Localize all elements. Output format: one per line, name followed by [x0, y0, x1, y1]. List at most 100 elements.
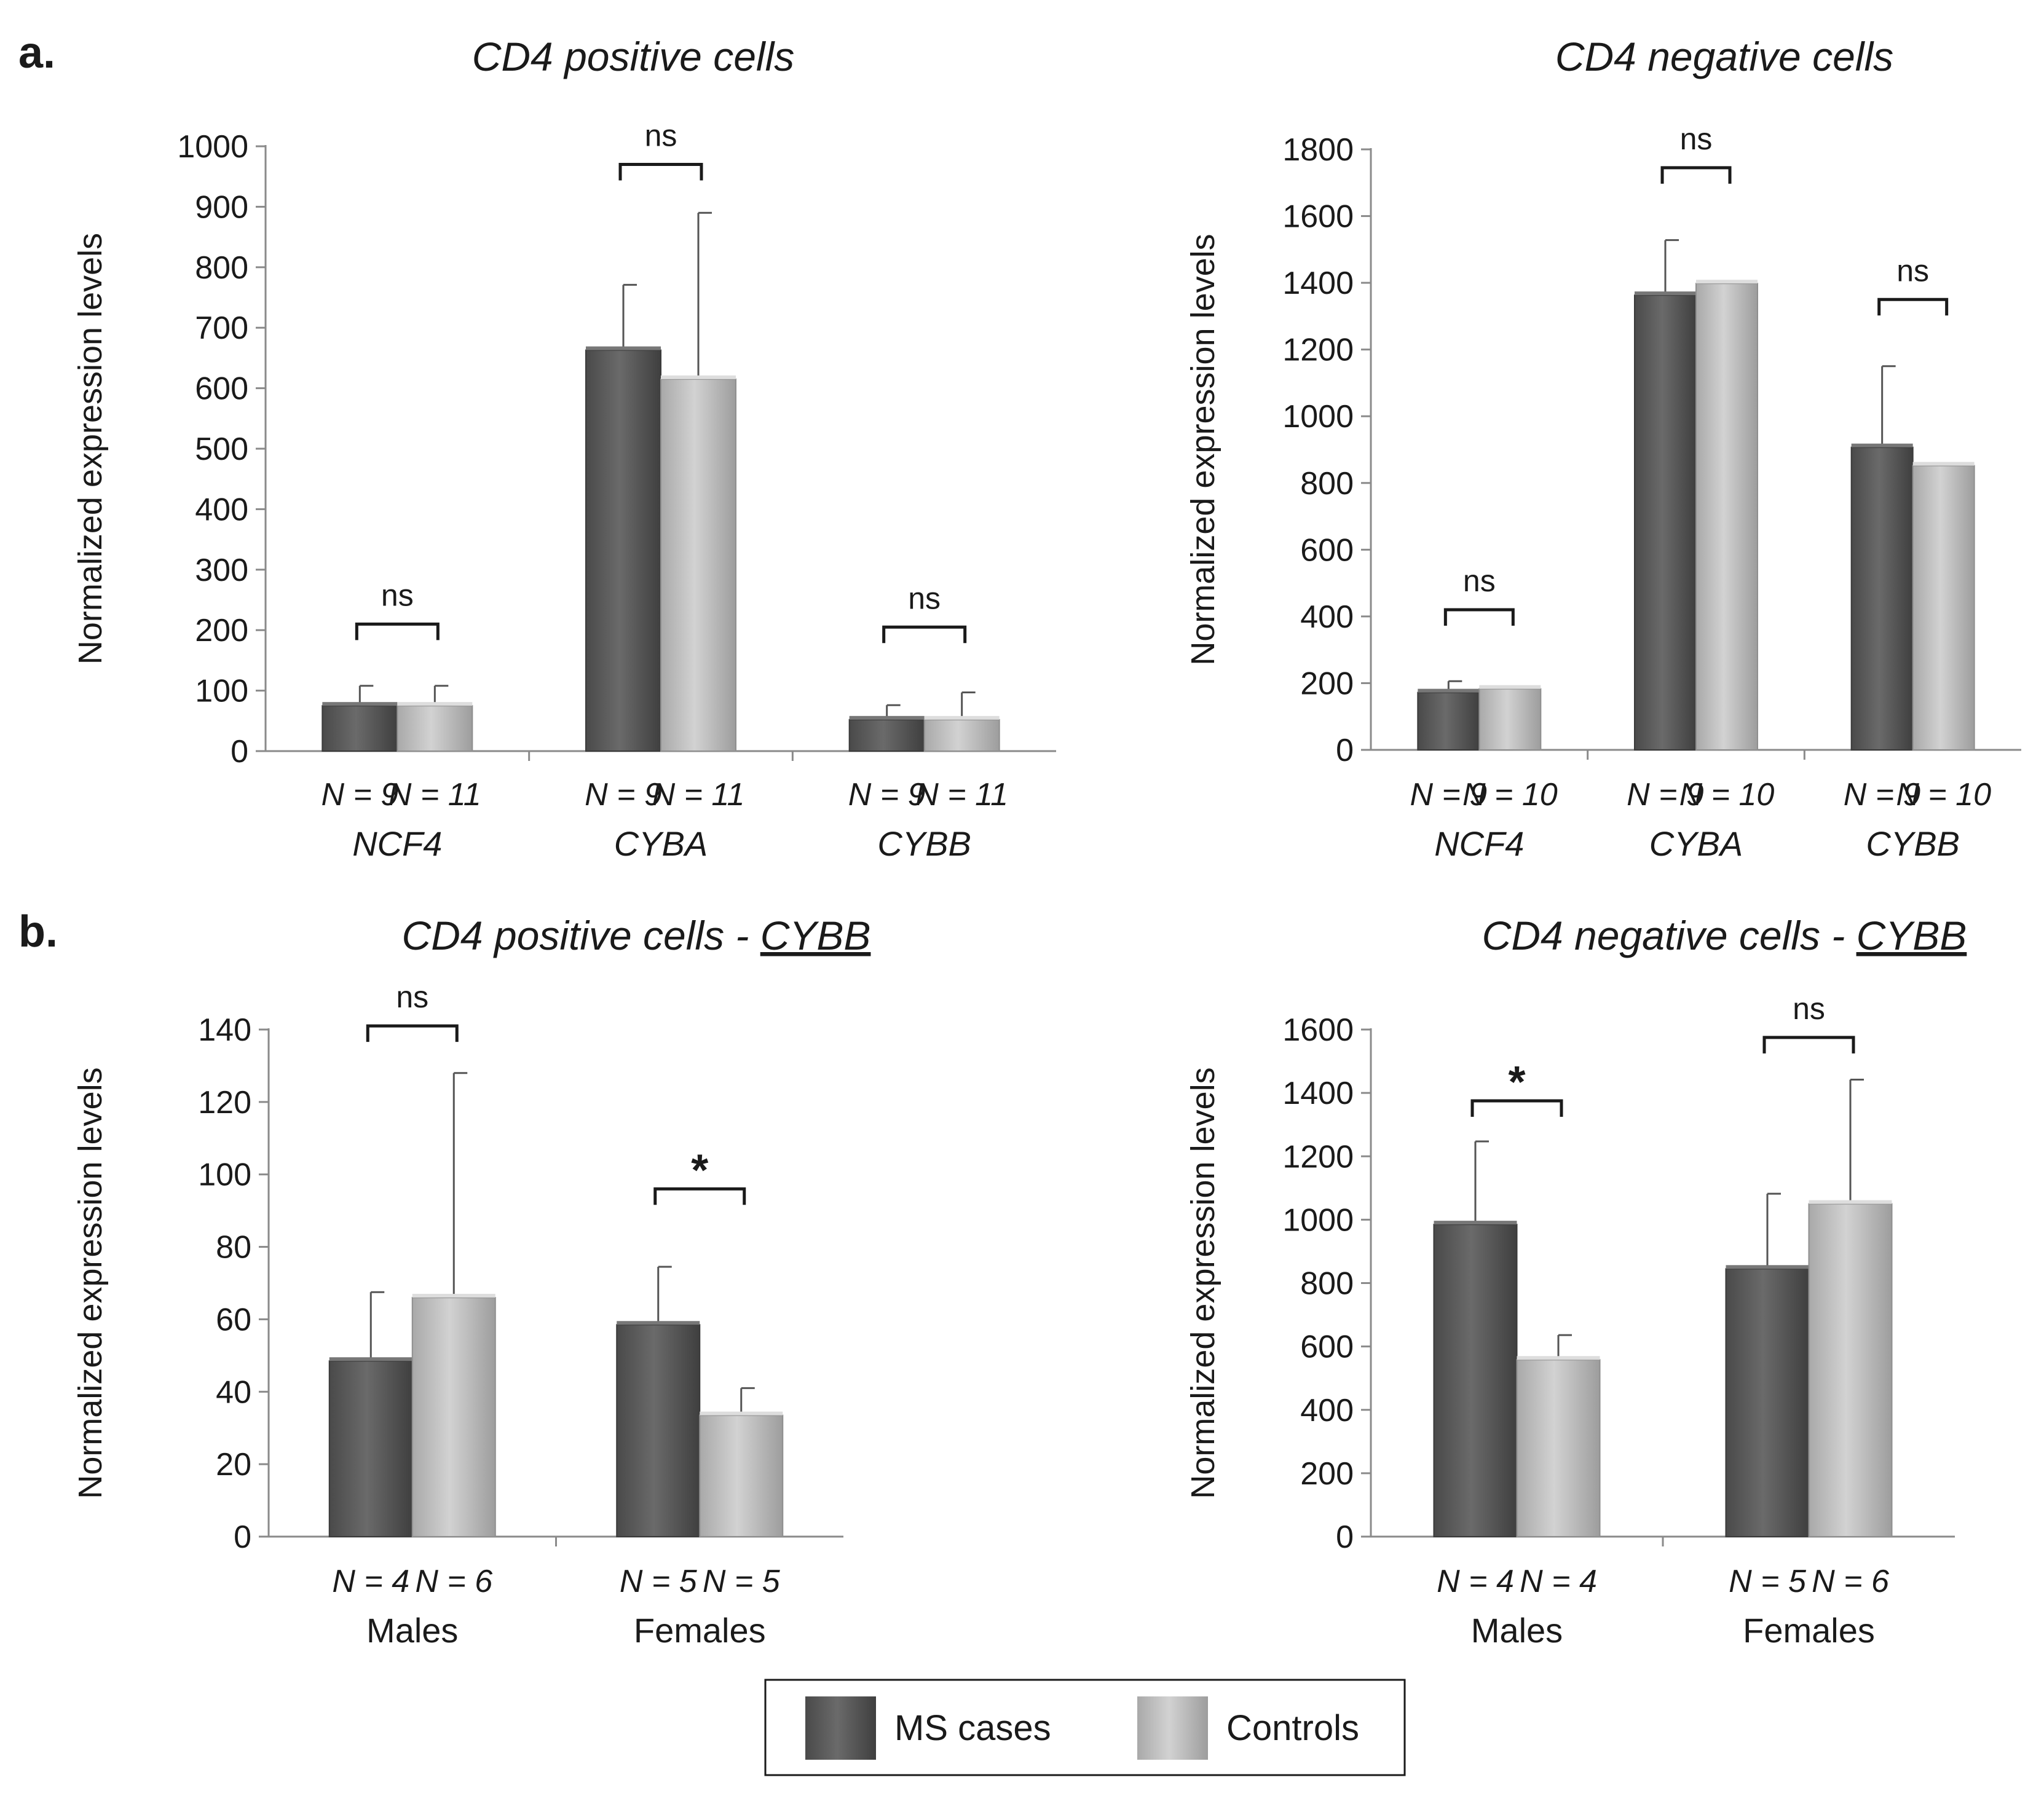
- bar-top-cap: [1479, 685, 1541, 689]
- bar-controls: [699, 1414, 784, 1538]
- bar-controls: [1912, 465, 1975, 750]
- bar-controls: [660, 378, 736, 752]
- sample-size-label: N = 4: [1437, 1564, 1514, 1599]
- bar-controls: [1516, 1359, 1601, 1537]
- bar-top-cap: [1726, 1265, 1809, 1269]
- y-tick-label: 700: [195, 310, 248, 346]
- sample-size-label: N = 9: [1410, 777, 1487, 813]
- category-label: NCF4: [1434, 824, 1524, 863]
- y-tick-label: 1000: [177, 129, 248, 165]
- significance-label: ns: [645, 119, 677, 153]
- y-tick-label: 40: [216, 1374, 251, 1410]
- y-tick-label: 900: [195, 189, 248, 225]
- y-tick-label: 400: [1300, 1393, 1354, 1428]
- bar-top-cap: [1635, 291, 1696, 296]
- significance-bracket: [1470, 1099, 1563, 1117]
- bar-top-cap: [1912, 462, 1975, 466]
- y-tick-label: 1400: [1282, 266, 1354, 301]
- y-tick-label: 1600: [1282, 1012, 1354, 1048]
- sample-size-label: N = 4: [332, 1564, 409, 1599]
- sample-size-label: N = 5: [1729, 1564, 1807, 1599]
- bar-top-cap: [1434, 1221, 1517, 1225]
- y-tick-label: 0: [1336, 733, 1354, 768]
- sample-size-label: N = 11: [652, 777, 745, 813]
- bar-controls: [397, 705, 473, 752]
- chart-title: CD4 negative cells - CYBB: [1482, 913, 1967, 958]
- y-tick-label: 600: [1300, 1329, 1354, 1365]
- chart-cd4-positive: CD4 positive cells Normalized expression …: [72, 34, 1056, 863]
- y-tick-label: 0: [1336, 1519, 1354, 1555]
- significance-label: *: [1508, 1058, 1525, 1107]
- category-label: NCF4: [352, 824, 442, 863]
- y-tick-label: 100: [195, 674, 248, 709]
- chart-title-main: CD4 negative cells -: [1482, 913, 1857, 958]
- chart-title-main: CD4 positive cells -: [402, 913, 760, 958]
- bar-top-cap: [700, 1411, 783, 1416]
- bar-top-cap: [586, 346, 661, 350]
- bar-top-cap: [322, 702, 398, 706]
- sample-size-label: N = 6: [1812, 1564, 1889, 1599]
- y-tick-label: 0: [231, 734, 248, 770]
- y-tick-label: 1600: [1282, 199, 1354, 235]
- legend-swatch-controls: [1137, 1696, 1208, 1760]
- bar-controls: [411, 1297, 496, 1538]
- y-tick-label: 200: [1300, 666, 1354, 701]
- bar-top-cap: [1809, 1200, 1892, 1204]
- significance-bracket: [355, 622, 440, 640]
- sample-size-label: N = 9: [1627, 777, 1704, 813]
- y-axis-label: Normalized expression levels: [72, 233, 109, 664]
- y-tick-label: 100: [198, 1157, 251, 1193]
- bar-top-cap: [661, 375, 736, 379]
- panel-label-b: b.: [18, 907, 58, 956]
- sample-size-label: N = 9: [1844, 777, 1921, 813]
- y-axis-label: Normalized expression levels: [72, 1067, 109, 1499]
- bar-top-cap: [849, 715, 925, 720]
- significance-bracket: [618, 163, 703, 181]
- y-tick-label: 140: [198, 1012, 251, 1048]
- chart-title: CD4 positive cells - CYBB: [402, 913, 871, 958]
- sample-size-label: N = 10: [1896, 777, 1991, 813]
- bar-ms-cases: [1850, 446, 1914, 750]
- y-tick-label: 0: [234, 1519, 251, 1555]
- sample-size-label: N = 11: [915, 777, 1008, 813]
- sample-size-label: N = 9: [585, 777, 662, 813]
- sample-size-label: N = 10: [1462, 777, 1558, 813]
- y-axis-label: Normalized expression levels: [1185, 234, 1221, 665]
- significance-bracket: [653, 1187, 746, 1205]
- y-tick-label: 500: [195, 431, 248, 467]
- y-tick-label: 1800: [1282, 132, 1354, 168]
- bar-ms-cases: [1634, 294, 1697, 750]
- significance-label: ns: [908, 581, 941, 615]
- y-tick-label: 800: [1300, 466, 1354, 502]
- bar-ms-cases: [1417, 691, 1480, 750]
- y-tick-label: 1000: [1282, 399, 1354, 435]
- y-axis-label: Normalized expression levels: [1185, 1067, 1221, 1499]
- sample-size-label: N = 4: [1520, 1564, 1597, 1599]
- significance-bracket: [1762, 1036, 1855, 1054]
- significance-bracket: [1443, 608, 1515, 626]
- bar-top-cap: [1418, 688, 1480, 693]
- bar-top-cap: [397, 702, 473, 706]
- panel-label-a: a.: [18, 28, 55, 77]
- y-tick-label: 80: [216, 1230, 251, 1266]
- bar-controls: [1808, 1203, 1893, 1537]
- bar-ms-cases: [585, 349, 661, 752]
- y-tick-label: 1200: [1282, 333, 1354, 368]
- bar-ms-cases: [1725, 1268, 1810, 1537]
- y-tick-label: 800: [195, 250, 248, 286]
- sample-size-label: N = 5: [620, 1564, 698, 1599]
- chart-cd4-positive-cybb: CD4 positive cells - CYBB Normalized expr…: [72, 913, 870, 1650]
- category-label: Females: [1743, 1611, 1875, 1650]
- category-label: Males: [366, 1611, 458, 1650]
- bar-controls: [923, 719, 1000, 752]
- bar-ms-cases: [322, 705, 398, 752]
- bar-top-cap: [1851, 443, 1913, 447]
- chart-title-main: CD4 positive cells: [472, 34, 795, 79]
- bar-ms-cases: [328, 1360, 413, 1538]
- bar-controls: [1695, 283, 1758, 750]
- significance-bracket: [882, 625, 967, 644]
- significance-label: ns: [1793, 991, 1825, 1026]
- significance-label: ns: [1896, 253, 1929, 288]
- y-tick-label: 300: [195, 553, 248, 588]
